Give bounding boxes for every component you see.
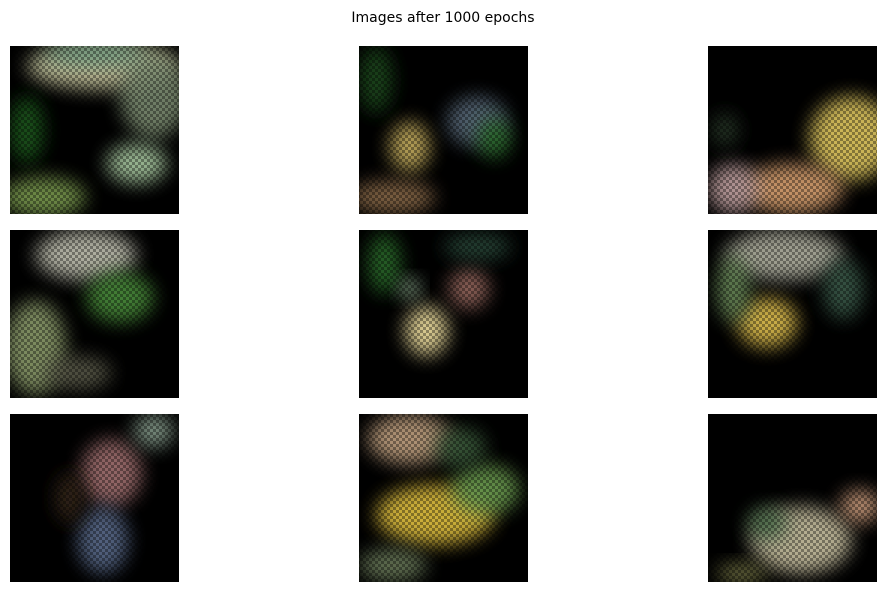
pixel-texture <box>10 46 179 214</box>
pixel-texture <box>10 414 179 582</box>
generated-image <box>359 230 528 398</box>
pixel-texture <box>708 414 877 582</box>
pixel-texture <box>10 230 179 398</box>
pixel-texture <box>708 230 877 398</box>
image-content <box>10 46 179 214</box>
figure-title: Images after 1000 epochs <box>351 10 534 26</box>
image-content <box>359 414 528 582</box>
pixel-texture <box>359 46 528 214</box>
generated-image <box>10 414 179 582</box>
pixel-texture <box>359 230 528 398</box>
generated-image <box>10 46 179 214</box>
image-content <box>359 230 528 398</box>
generated-image <box>10 230 179 398</box>
pixel-texture <box>708 46 877 214</box>
image-content <box>359 46 528 214</box>
generated-image <box>359 46 528 214</box>
generated-image <box>359 414 528 582</box>
generated-image <box>708 414 877 582</box>
image-content <box>708 46 877 214</box>
image-content <box>10 414 179 582</box>
generated-image <box>708 230 877 398</box>
image-content <box>708 414 877 582</box>
image-content <box>708 230 877 398</box>
generated-image <box>708 46 877 214</box>
pixel-texture <box>359 414 528 582</box>
image-content <box>10 230 179 398</box>
